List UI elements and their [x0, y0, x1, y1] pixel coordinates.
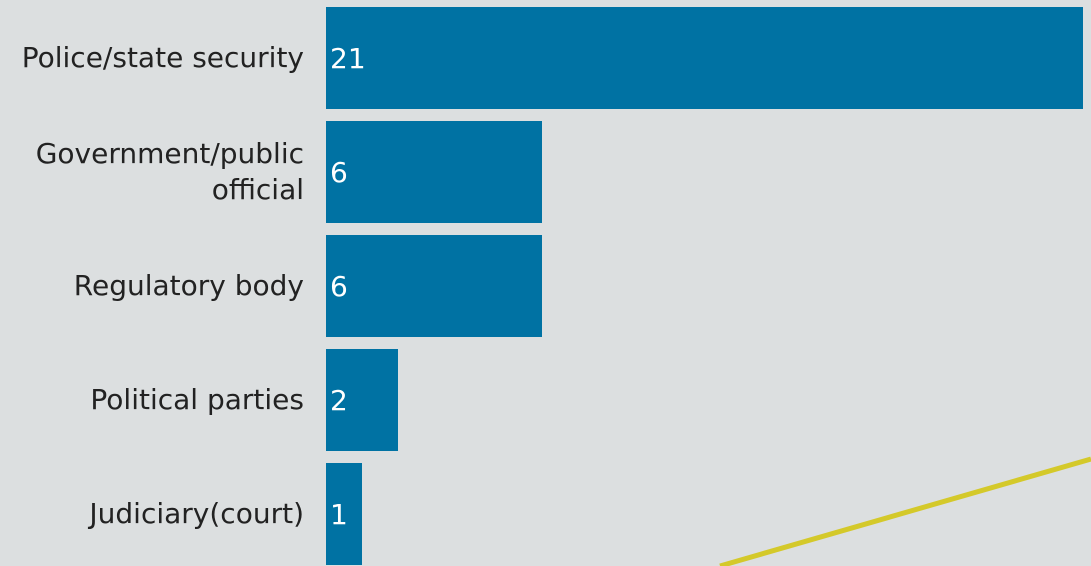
- bar: [326, 349, 398, 451]
- category-label: Judiciary(court): [89, 497, 304, 530]
- bar: [326, 121, 542, 223]
- category-label: Government/public official: [35, 137, 304, 206]
- bar-value-label: 6: [330, 155, 348, 189]
- bar: [326, 7, 1083, 109]
- bar-value-label: 21: [330, 41, 366, 75]
- bar-value-label: 1: [330, 497, 348, 531]
- category-label: Political parties: [90, 383, 304, 416]
- category-label: Regulatory body: [73, 269, 304, 302]
- bar: [326, 235, 542, 337]
- category-label: Police/state security: [21, 41, 304, 74]
- bar-value-label: 6: [330, 269, 348, 303]
- bar-value-label: 2: [330, 383, 348, 417]
- bar: [326, 463, 362, 565]
